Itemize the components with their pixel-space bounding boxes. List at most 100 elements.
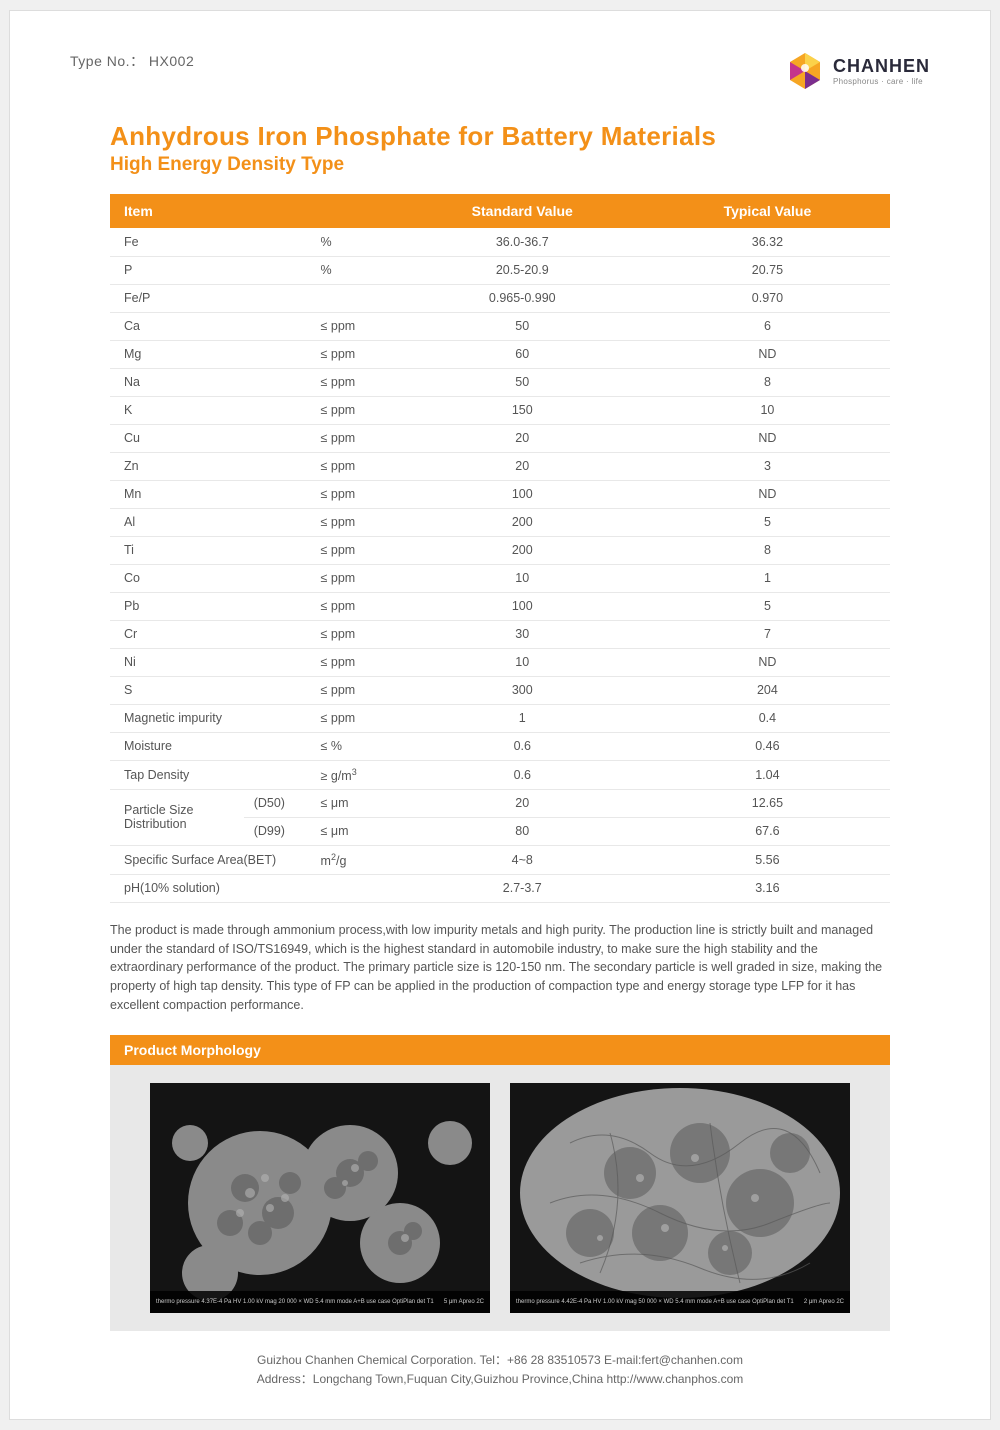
cell-item: K [110, 396, 311, 424]
cell-typ: ND [645, 340, 890, 368]
cell-std: 2.7-3.7 [400, 874, 645, 902]
cell-typ: 10 [645, 396, 890, 424]
cell-item: Tap Density [110, 760, 311, 789]
cell-std: 36.0-36.7 [400, 228, 645, 256]
cell-item: S [110, 676, 311, 704]
table-row: Pb≤ ppm1005 [110, 592, 890, 620]
page-title: Anhydrous Iron Phosphate for Battery Mat… [110, 121, 930, 152]
type-number: Type No.： HX002 [70, 51, 194, 71]
cell-item: Pb [110, 592, 311, 620]
table-row: Na≤ ppm508 [110, 368, 890, 396]
cell-unit: ≤ % [311, 732, 400, 760]
table-row: P%20.5-20.920.75 [110, 256, 890, 284]
cell-unit [311, 284, 400, 312]
cell-typ: 1 [645, 564, 890, 592]
cell-item: Magnetic impurity [110, 704, 311, 732]
cell-unit: ≤ ppm [311, 508, 400, 536]
col-typ-header: Typical Value [645, 194, 890, 228]
cell-unit: ≤ ppm [311, 592, 400, 620]
cell-unit: ≤ ppm [311, 620, 400, 648]
cell-psd-sub: (D99) [244, 817, 311, 845]
cell-typ: 8 [645, 536, 890, 564]
table-row: K≤ ppm15010 [110, 396, 890, 424]
cell-std: 0.6 [400, 732, 645, 760]
morphology-header: Product Morphology [110, 1035, 890, 1065]
table-row: Mn≤ ppm100ND [110, 480, 890, 508]
cell-unit: ≤ ppm [311, 564, 400, 592]
cell-typ: 20.75 [645, 256, 890, 284]
cell-typ: 3.16 [645, 874, 890, 902]
cell-item: P [110, 256, 311, 284]
table-row-bet: Specific Surface Area(BET)m2/g4~85.56 [110, 845, 890, 874]
cell-item: Al [110, 508, 311, 536]
cell-psd-unit: ≤ μm [311, 817, 400, 845]
table-row: Fe%36.0-36.736.32 [110, 228, 890, 256]
spec-table: Item Standard Value Typical Value Fe%36.… [110, 194, 890, 903]
cell-typ: 5 [645, 508, 890, 536]
cell-std: 20.5-20.9 [400, 256, 645, 284]
cell-item: Mn [110, 480, 311, 508]
cell-typ: 204 [645, 676, 890, 704]
cell-unit: ≤ ppm [311, 368, 400, 396]
table-row: Ti≤ ppm2008 [110, 536, 890, 564]
cell-std: 20 [400, 789, 645, 817]
cell-typ: 6 [645, 312, 890, 340]
cell-unit: % [311, 228, 400, 256]
sem2-meta: thermo pressure 4.42E-4 Pa HV 1.00 kV ma… [516, 1299, 794, 1305]
cell-typ: 0.970 [645, 284, 890, 312]
cell-item: Cu [110, 424, 311, 452]
cell-typ: 1.04 [645, 760, 890, 789]
sem-image-2: thermo pressure 4.42E-4 Pa HV 1.00 kV ma… [510, 1083, 850, 1313]
cell-item: Fe/P [110, 284, 311, 312]
cell-std: 80 [400, 817, 645, 845]
page-subtitle: High Energy Density Type [110, 154, 930, 176]
cell-item: Co [110, 564, 311, 592]
product-description: The product is made through ammonium pro… [110, 921, 890, 1015]
logo-tagline: Phosphorus · care · life [833, 77, 930, 86]
sem1-meta: thermo pressure 4.37E-4 Pa HV 1.00 kV ma… [156, 1299, 434, 1305]
table-row: Magnetic impurity≤ ppm10.4 [110, 704, 890, 732]
cell-typ: ND [645, 424, 890, 452]
table-row: Tap Density≥ g/m30.61.04 [110, 760, 890, 789]
cell-typ: 3 [645, 452, 890, 480]
cell-item: Mg [110, 340, 311, 368]
cell-std: 10 [400, 564, 645, 592]
table-row: Mg≤ ppm60ND [110, 340, 890, 368]
cell-item: Ti [110, 536, 311, 564]
cell-typ: 8 [645, 368, 890, 396]
cell-typ: ND [645, 648, 890, 676]
cell-psd-sub: (D50) [244, 789, 311, 817]
cell-typ: 0.4 [645, 704, 890, 732]
cell-unit: m2/g [311, 845, 400, 874]
table-row: Moisture≤ %0.60.46 [110, 732, 890, 760]
col-std-header: Standard Value [400, 194, 645, 228]
cell-item: pH(10% solution) [110, 874, 400, 902]
cell-unit: ≤ ppm [311, 312, 400, 340]
cell-item: Moisture [110, 732, 311, 760]
cell-std: 0.965-0.990 [400, 284, 645, 312]
sem-image-1: thermo pressure 4.37E-4 Pa HV 1.00 kV ma… [150, 1083, 490, 1313]
cell-typ: 67.6 [645, 817, 890, 845]
cell-typ: ND [645, 480, 890, 508]
table-row: Cu≤ ppm20ND [110, 424, 890, 452]
cell-std: 20 [400, 424, 645, 452]
cell-item: Na [110, 368, 311, 396]
table-row: Cr≤ ppm307 [110, 620, 890, 648]
cell-typ: 7 [645, 620, 890, 648]
cell-unit: ≤ ppm [311, 704, 400, 732]
cell-std: 100 [400, 480, 645, 508]
cell-std: 4~8 [400, 845, 645, 874]
cell-std: 20 [400, 452, 645, 480]
cell-unit: ≤ ppm [311, 424, 400, 452]
cell-unit: ≤ ppm [311, 452, 400, 480]
cell-std: 50 [400, 368, 645, 396]
cell-psd-unit: ≤ μm [311, 789, 400, 817]
table-row: S≤ ppm300204 [110, 676, 890, 704]
table-row: Zn≤ ppm203 [110, 452, 890, 480]
footer-line-2: Address：Longchang Town,Fuquan City,Guizh… [70, 1370, 930, 1389]
table-row: Al≤ ppm2005 [110, 508, 890, 536]
cell-typ: 5 [645, 592, 890, 620]
spec-table-body: Fe%36.0-36.736.32P%20.5-20.920.75Fe/P0.9… [110, 228, 890, 902]
cell-std: 1 [400, 704, 645, 732]
table-row-psd: Particle Size Distribution(D50)≤ μm2012.… [110, 789, 890, 817]
